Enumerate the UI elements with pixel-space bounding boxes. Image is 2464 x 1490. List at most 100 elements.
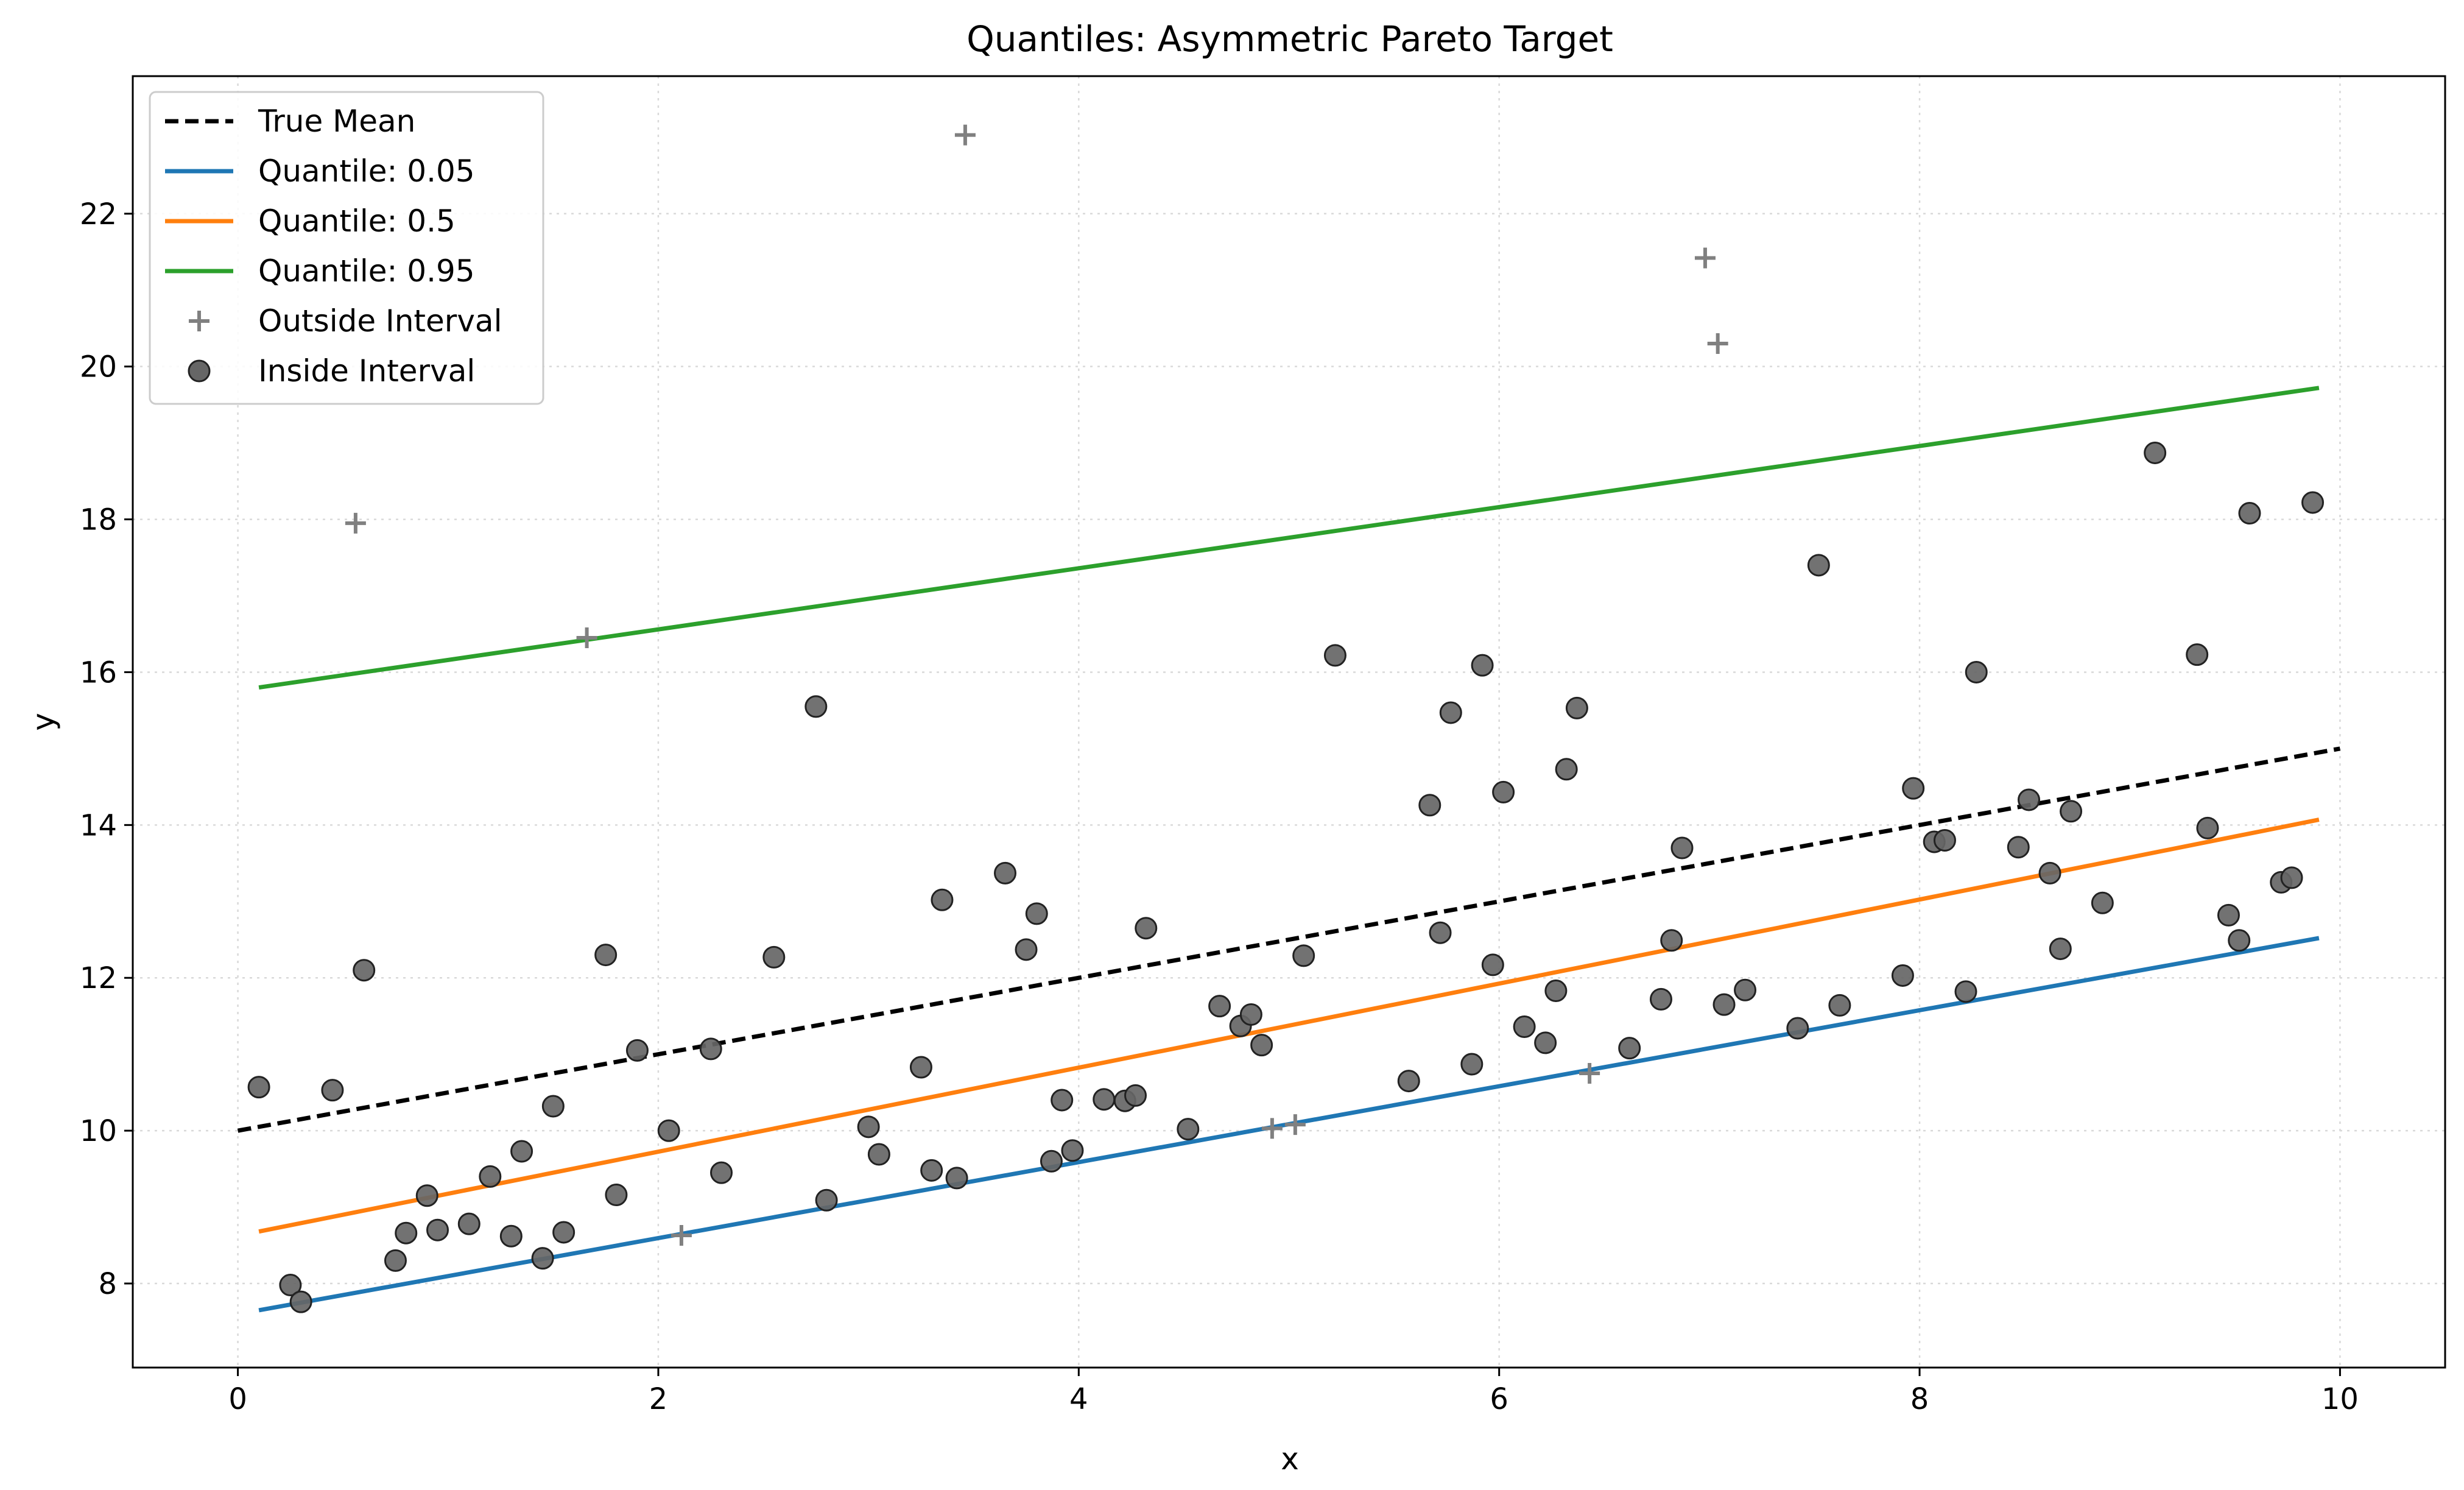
legend-entry: True Mean xyxy=(165,104,415,139)
inside-point xyxy=(384,1249,407,1272)
y-axis-ticks: 8 10 12 14 16 18 20 22 xyxy=(80,197,133,1301)
inside-point xyxy=(625,1039,649,1062)
inside-point xyxy=(1965,660,1988,683)
inside-point xyxy=(1891,964,1914,987)
inside-point xyxy=(1902,777,1925,800)
inside-point xyxy=(552,1221,576,1244)
inside-point xyxy=(279,1274,302,1297)
y-tick-label: 14 xyxy=(80,808,117,842)
y-tick-label: 22 xyxy=(80,197,117,231)
inside-point xyxy=(1093,1088,1116,1111)
inside-interval-points xyxy=(247,441,2325,1313)
legend-box xyxy=(149,91,544,405)
inside-point xyxy=(2238,502,2261,525)
inside-point xyxy=(247,1076,270,1099)
inside-point xyxy=(1807,554,1830,577)
inside-point xyxy=(1015,938,1038,961)
inside-point xyxy=(867,1143,890,1166)
legend: True Mean Quantile: 0.05 Quantile: 0.5 Quan… xyxy=(149,91,544,405)
x-tick-label: 8 xyxy=(1910,1382,1929,1416)
y-tick-label: 12 xyxy=(80,961,117,995)
legend-label: True Mean xyxy=(258,104,415,139)
outside-point xyxy=(954,124,976,146)
legend-entry: Quantile: 0.5 xyxy=(165,203,456,239)
y-tick-label: 16 xyxy=(80,655,117,690)
inside-point xyxy=(1492,780,1515,803)
inside-point xyxy=(1418,794,1441,817)
inside-point xyxy=(594,944,618,967)
legend-circle-swatch xyxy=(188,359,211,383)
inside-point xyxy=(1061,1139,1084,1162)
x-tick-label: 4 xyxy=(1069,1382,1088,1416)
outside-point xyxy=(576,627,597,649)
inside-point xyxy=(1481,953,1504,976)
inside-point xyxy=(2007,836,2030,859)
outside-point xyxy=(1579,1063,1600,1084)
legend-label: Inside Interval xyxy=(258,353,475,389)
inside-point xyxy=(804,695,828,718)
inside-point xyxy=(909,1056,932,1079)
inside-point xyxy=(1323,644,1346,667)
inside-point xyxy=(710,1161,733,1184)
x-tick-label: 0 xyxy=(228,1382,247,1416)
chart-title: Quantiles: Asymmetric Pareto Target xyxy=(966,18,1613,60)
inside-point xyxy=(1712,993,1736,1016)
y-tick-label: 8 xyxy=(98,1267,117,1301)
inside-point xyxy=(2228,929,2251,952)
x-tick-label: 2 xyxy=(649,1382,668,1416)
x-tick-label: 6 xyxy=(1490,1382,1508,1416)
y-axis-label: y xyxy=(26,713,61,731)
inside-point xyxy=(479,1165,502,1188)
inside-point xyxy=(1460,1053,1484,1076)
legend-entry: Quantile: 0.05 xyxy=(165,154,475,189)
inside-point xyxy=(1397,1070,1420,1093)
inside-point xyxy=(1555,758,1578,781)
y-tick-label: 20 xyxy=(80,350,117,384)
x-axis-label: x xyxy=(1281,1441,1299,1477)
inside-point xyxy=(2301,491,2325,514)
inside-point xyxy=(426,1218,449,1241)
inside-point xyxy=(2018,788,2041,811)
inside-point xyxy=(2144,441,2167,464)
x-tick-label: 10 xyxy=(2321,1382,2359,1416)
series-line-quantile-0-5 xyxy=(258,817,2320,1234)
inside-point xyxy=(657,1119,680,1142)
inside-point xyxy=(1429,921,1452,944)
series-line-true-mean xyxy=(237,746,2341,1133)
legend-label: Outside Interval xyxy=(258,303,502,339)
outside-point xyxy=(1284,1114,1306,1135)
inside-point xyxy=(1471,654,1494,677)
legend-label: Quantile: 0.5 xyxy=(258,203,456,239)
inside-point xyxy=(531,1247,554,1270)
inside-point xyxy=(2091,891,2114,914)
inside-point xyxy=(857,1115,880,1139)
inside-point xyxy=(699,1037,722,1061)
inside-point xyxy=(1534,1031,1557,1054)
inside-point xyxy=(1670,836,1694,860)
grid xyxy=(133,76,2445,1368)
inside-point xyxy=(1565,696,1588,719)
inside-point xyxy=(1513,1015,1536,1039)
legend-label: Quantile: 0.95 xyxy=(258,253,475,289)
outside-point xyxy=(1261,1118,1283,1139)
inside-point xyxy=(931,888,954,911)
inside-point xyxy=(2196,816,2219,839)
inside-point xyxy=(605,1183,628,1206)
inside-point xyxy=(1124,1084,1147,1107)
inside-point xyxy=(289,1290,312,1313)
outside-point xyxy=(1694,247,1716,269)
inside-point xyxy=(541,1095,565,1118)
outside-point xyxy=(1707,333,1728,355)
inside-point xyxy=(1786,1017,1809,1040)
inside-point xyxy=(2038,861,2061,884)
inside-point xyxy=(415,1184,438,1207)
inside-point xyxy=(1439,701,1462,724)
inside-point xyxy=(945,1167,968,1190)
inside-point xyxy=(1208,995,1231,1018)
inside-point xyxy=(1649,987,1672,1011)
outside-point xyxy=(345,512,366,534)
inside-point xyxy=(1828,994,1851,1017)
inside-point xyxy=(1025,902,1048,925)
legend-entry: Inside Interval xyxy=(188,353,475,389)
